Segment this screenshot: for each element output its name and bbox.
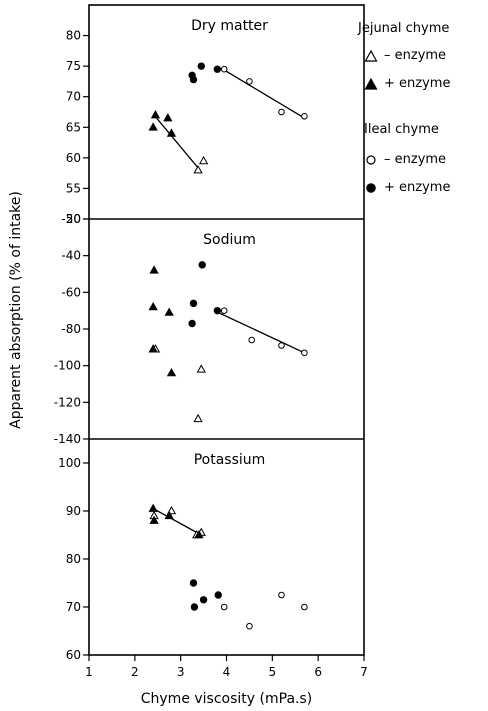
fit-line: [152, 508, 202, 536]
y-tick-label: 75: [66, 59, 81, 73]
y-tick-label: 50: [66, 212, 81, 226]
filled-circle-point: [189, 75, 198, 84]
fit-line: [217, 311, 305, 354]
y-tick-label: 55: [66, 181, 81, 195]
open-circle-point: [220, 307, 228, 314]
fit-line: [153, 114, 201, 171]
filled-circle-point: [198, 261, 206, 269]
x-tick-label: 7: [360, 665, 368, 679]
x-tick-label: 5: [269, 665, 277, 679]
y-tick-label: 60: [66, 648, 81, 662]
filled-triangle-point: [164, 510, 174, 520]
y-tick-label: 60: [66, 151, 81, 165]
filled-triangle-point: [194, 529, 204, 539]
open-circle-point: [248, 336, 256, 344]
filled-triangle-point: [166, 367, 177, 377]
filled-triangle-point: [149, 265, 159, 274]
filled-triangle-point: [148, 344, 158, 353]
filled-circle-point: [189, 299, 198, 308]
y-tick-label: -120: [54, 395, 81, 409]
filled-triangle-point: [164, 307, 174, 316]
open-circle-point: [278, 342, 285, 349]
open-triangle-point: [198, 155, 209, 165]
open-circle-point: [246, 78, 253, 85]
panel-title: Sodium: [203, 232, 256, 248]
chart-legend: Jejunal chyme – enzyme + enzyme Ileal ch…: [354, 0, 488, 240]
filled-circle-point: [199, 596, 208, 604]
panel-title: Dry matter: [191, 18, 268, 34]
open-triangle-point: [196, 364, 206, 373]
fit-line: [222, 68, 305, 119]
open-circle-point: [301, 603, 308, 611]
open-circle-point: [301, 349, 308, 357]
legend-jejunal-plus: + enzyme: [364, 76, 450, 91]
filled-circle-icon: [366, 182, 376, 193]
filled-triangle-point: [166, 128, 177, 137]
y-tick-label: -20: [61, 212, 81, 226]
y-tick-label: 80: [66, 552, 81, 566]
open-circle-point: [220, 65, 228, 73]
filled-triangle-point: [163, 113, 173, 122]
y-tick-label: -60: [61, 285, 81, 299]
open-triangle-point: [193, 165, 203, 174]
open-circle-point: [278, 591, 285, 599]
y-tick-label: -140: [54, 432, 81, 446]
y-tick-label: -80: [61, 322, 81, 336]
open-circle-icon: [366, 154, 376, 165]
open-triangle-icon: [364, 49, 378, 62]
legend-label: + enzyme: [384, 76, 451, 91]
filled-circle-point: [213, 65, 222, 73]
y-tick-label: 70: [66, 90, 81, 104]
filled-triangle-point: [148, 503, 158, 512]
open-circle-point: [278, 108, 285, 116]
legend-group-ileal-title: Ileal chyme: [364, 122, 439, 137]
open-triangle-point: [193, 413, 203, 423]
plot-frame: [88, 4, 365, 656]
x-axis-label: Chyme viscosity (mPa.s): [141, 691, 312, 707]
x-tick-label: 1: [85, 665, 93, 679]
filled-triangle-point: [149, 515, 159, 524]
filled-triangle-point: [148, 122, 158, 131]
y-tick-label: -100: [54, 359, 81, 373]
x-tick-label: 3: [177, 665, 185, 679]
open-circle-point: [220, 603, 228, 611]
y-tick-label: 100: [58, 456, 81, 470]
legend-ileal-plus: + enzyme: [364, 180, 450, 195]
legend-label: + enzyme: [384, 180, 451, 195]
legend-ileal-minus: – enzyme: [364, 152, 446, 167]
filled-triangle-point: [150, 110, 161, 119]
filled-circle-point: [188, 319, 196, 328]
legend-jejunal-minus: – enzyme: [364, 48, 446, 63]
filled-triangle-point: [148, 301, 158, 311]
filled-triangle-icon: [364, 77, 378, 90]
filled-circle-point: [214, 591, 222, 599]
y-tick-label: 70: [66, 600, 81, 614]
filled-circle-point: [190, 603, 199, 611]
y-tick-label: 90: [66, 504, 81, 518]
y-tick-label: 65: [66, 120, 81, 134]
filled-circle-point: [213, 306, 222, 315]
x-tick-label: 6: [314, 665, 322, 679]
filled-circle-point: [189, 579, 198, 587]
x-tick-label: 2: [131, 665, 139, 679]
panel-title: Potassium: [194, 452, 266, 468]
open-circle-point: [246, 622, 253, 630]
y-tick-label: -40: [61, 249, 81, 263]
legend-label: – enzyme: [384, 152, 447, 167]
open-circle-point: [301, 112, 308, 120]
x-tick-label: 4: [223, 665, 231, 679]
legend-group-jejunal-title: Jejunal chyme: [358, 21, 450, 36]
y-axis-label: Apparent absorption (% of intake): [8, 191, 24, 429]
filled-circle-point: [197, 62, 205, 70]
y-tick-label: 80: [66, 29, 81, 43]
legend-label: – enzyme: [384, 48, 447, 63]
